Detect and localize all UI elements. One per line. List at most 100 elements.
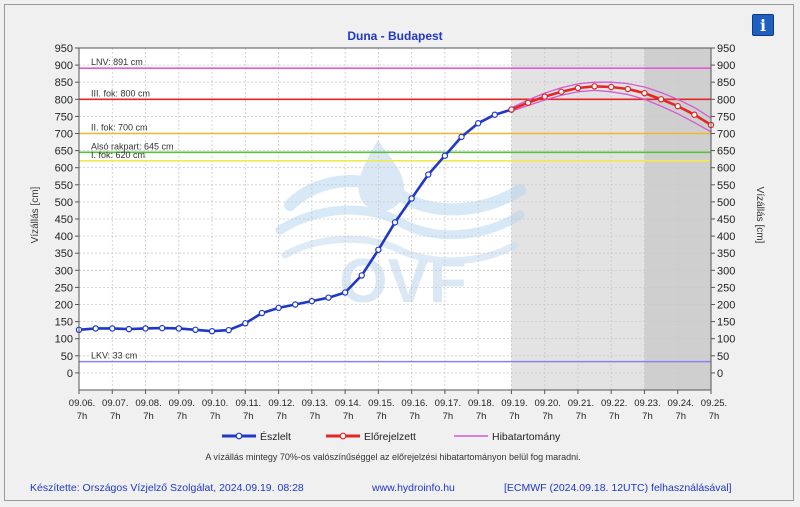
x-tick-hour: 7h [143, 411, 154, 422]
x-tick-date: 09.25. [701, 398, 727, 409]
y-tick-label-left: 200 [55, 300, 73, 312]
x-tick-date: 09.08. [135, 398, 161, 409]
observed-point [242, 320, 249, 327]
x-tick-hour: 7h [243, 411, 254, 422]
x-tick-hour: 7h [177, 411, 188, 422]
y-tick-label-left: 50 [61, 351, 73, 363]
forecast-point [574, 84, 582, 92]
observed-point [408, 195, 415, 202]
observed-point [275, 304, 282, 312]
x-tick-date: 09.17. [435, 398, 461, 409]
observed-point [225, 326, 232, 334]
y-tick-label-right: 900 [717, 60, 735, 72]
y-tick-label-left: 750 [55, 111, 73, 123]
forecast-point [558, 88, 565, 95]
observed-point [175, 325, 182, 332]
x-tick-hour: 7h [675, 411, 686, 422]
y-tick-label-right: 600 [717, 163, 735, 175]
x-tick-date: 09.20. [534, 398, 560, 409]
observed-point [474, 120, 482, 127]
info-icon[interactable]: i [752, 14, 774, 36]
x-tick-hour: 7h [310, 411, 321, 422]
y-tick-label-right: 800 [717, 94, 735, 106]
x-tick-hour: 7h [77, 411, 88, 422]
y-tick-label-left: 400 [55, 231, 73, 243]
y-tick-label-right: 200 [717, 300, 735, 312]
y-tick-label-left: 800 [55, 94, 73, 106]
y-tick-label-left: 900 [55, 60, 73, 72]
legend: Észlelt Előrejelzett Hibatartomány [222, 430, 561, 443]
observed-point [258, 309, 266, 317]
legend-marker [235, 432, 243, 440]
x-tick-date: 09.09. [169, 398, 195, 409]
y-tick-label-right: 950 [717, 43, 735, 55]
y-tick-label-right: 100 [717, 334, 735, 346]
y-tick-label-right: 850 [717, 77, 735, 89]
legend-label: Előrejelzett [364, 431, 416, 443]
y-tick-label-right: 400 [717, 231, 735, 243]
observed-point [458, 133, 465, 141]
x-tick-hour: 7h [542, 411, 553, 422]
y-tick-label-left: 250 [55, 282, 73, 294]
x-tick-date: 09.16. [401, 398, 427, 409]
legend-label: Észlelt [260, 430, 291, 443]
y-tick-label-right: 150 [717, 317, 735, 329]
forecast-point [524, 99, 532, 106]
y-tick-label-left: 350 [55, 248, 73, 260]
y-tick-label-left: 650 [55, 146, 73, 158]
y-tick-label-left: 500 [55, 197, 73, 209]
forecast-point [674, 102, 681, 110]
y-tick-label-left: 600 [55, 163, 73, 175]
y-tick-label-left: 450 [55, 214, 73, 226]
x-tick-date: 09.18. [468, 398, 494, 409]
y-tick-label-right: 550 [717, 180, 735, 192]
y-tick-label-left: 850 [55, 77, 73, 89]
observed-point [292, 301, 299, 308]
forecast-point [591, 83, 598, 90]
x-tick-date: 09.12. [268, 398, 294, 409]
x-tick-hour: 7h [576, 411, 587, 422]
threshold-label: LKV: 33 cm [91, 351, 137, 361]
footer-url-link[interactable]: www.hydroinfo.hu [371, 482, 455, 494]
threshold-label: III. fok: 800 cm [91, 88, 150, 98]
y-tick-label-right: 250 [717, 282, 735, 294]
observed-point [325, 294, 332, 301]
observed-point [125, 325, 133, 333]
observed-point [341, 289, 349, 296]
y-tick-label-right: 650 [717, 146, 735, 158]
y-axis-label-left: Vízállás [cm] [30, 186, 41, 243]
x-tick-date: 09.13. [302, 398, 328, 409]
y-axis-right: 0 50 100 150 200 250 300 350 400 450 500 550 600 650 7… [711, 43, 735, 380]
error-band-lower [511, 89, 712, 133]
y-tick-label-right: 300 [717, 265, 735, 277]
series-layer [75, 83, 715, 335]
x-tick-hour: 7h [376, 411, 387, 422]
forecast-point [691, 111, 698, 118]
x-tick-hour: 7h [210, 411, 221, 422]
x-tick-date: 09.10. [202, 398, 228, 409]
footer-source: [ECMWF (2024.09.18. 12UTC) felhasználásá… [504, 482, 732, 494]
chart-title: Duna - Budapest [347, 29, 442, 43]
forecast-point [508, 106, 515, 113]
threshold-label: I. fok: 620 cm [91, 150, 145, 160]
legend-label: Hibatartomány [492, 431, 561, 443]
x-tick-date: 09.11. [235, 398, 261, 409]
observed-point [142, 325, 149, 332]
threshold-label: Alsó rakpart: 645 cm [91, 141, 174, 151]
legend-marker [339, 432, 347, 440]
observed-point [375, 246, 382, 253]
x-tick-date: 09.06. [69, 398, 95, 409]
forecast-point [541, 93, 548, 100]
watermark-text: OVF [339, 247, 466, 316]
x-tick-hour: 7h [409, 411, 420, 422]
threshold-label: LNV: 891 cm [91, 57, 143, 67]
x-tick-hour: 7h [343, 411, 354, 422]
observed-point [425, 171, 432, 178]
x-tick-date: 09.22. [601, 398, 627, 409]
y-tick-label-right: 700 [717, 129, 735, 141]
error-band-upper [511, 81, 712, 119]
y-tick-label-right: 500 [717, 197, 735, 209]
y-tick-label-right: 450 [717, 214, 735, 226]
